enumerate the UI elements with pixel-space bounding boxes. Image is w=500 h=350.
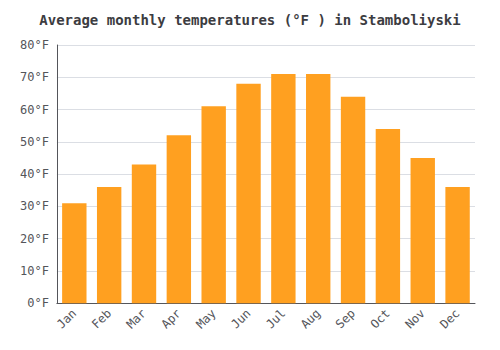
svg-text:Oct: Oct: [368, 306, 393, 331]
svg-text:Jul: Jul: [263, 306, 288, 331]
svg-text:Jan: Jan: [54, 306, 79, 331]
svg-text:80°F: 80°F: [20, 38, 49, 52]
svg-text:70°F: 70°F: [20, 70, 49, 84]
svg-text:Feb: Feb: [89, 306, 114, 331]
svg-text:Dec: Dec: [437, 306, 462, 331]
svg-text:50°F: 50°F: [20, 135, 49, 149]
svg-text:0°F: 0°F: [27, 296, 49, 310]
svg-text:Average monthly temperatures (: Average monthly temperatures (°F ) in St…: [39, 12, 460, 28]
svg-text:10°F: 10°F: [20, 264, 49, 278]
svg-text:May: May: [193, 306, 218, 331]
svg-text:60°F: 60°F: [20, 103, 49, 117]
svg-text:30°F: 30°F: [20, 199, 49, 213]
svg-text:Sep: Sep: [333, 306, 358, 331]
svg-text:Nov: Nov: [402, 306, 427, 331]
svg-text:Jun: Jun: [228, 306, 253, 331]
svg-text:Apr: Apr: [159, 306, 184, 331]
svg-text:Aug: Aug: [298, 306, 323, 331]
svg-text:20°F: 20°F: [20, 232, 49, 246]
svg-text:Mar: Mar: [124, 306, 149, 331]
svg-text:40°F: 40°F: [20, 167, 49, 181]
